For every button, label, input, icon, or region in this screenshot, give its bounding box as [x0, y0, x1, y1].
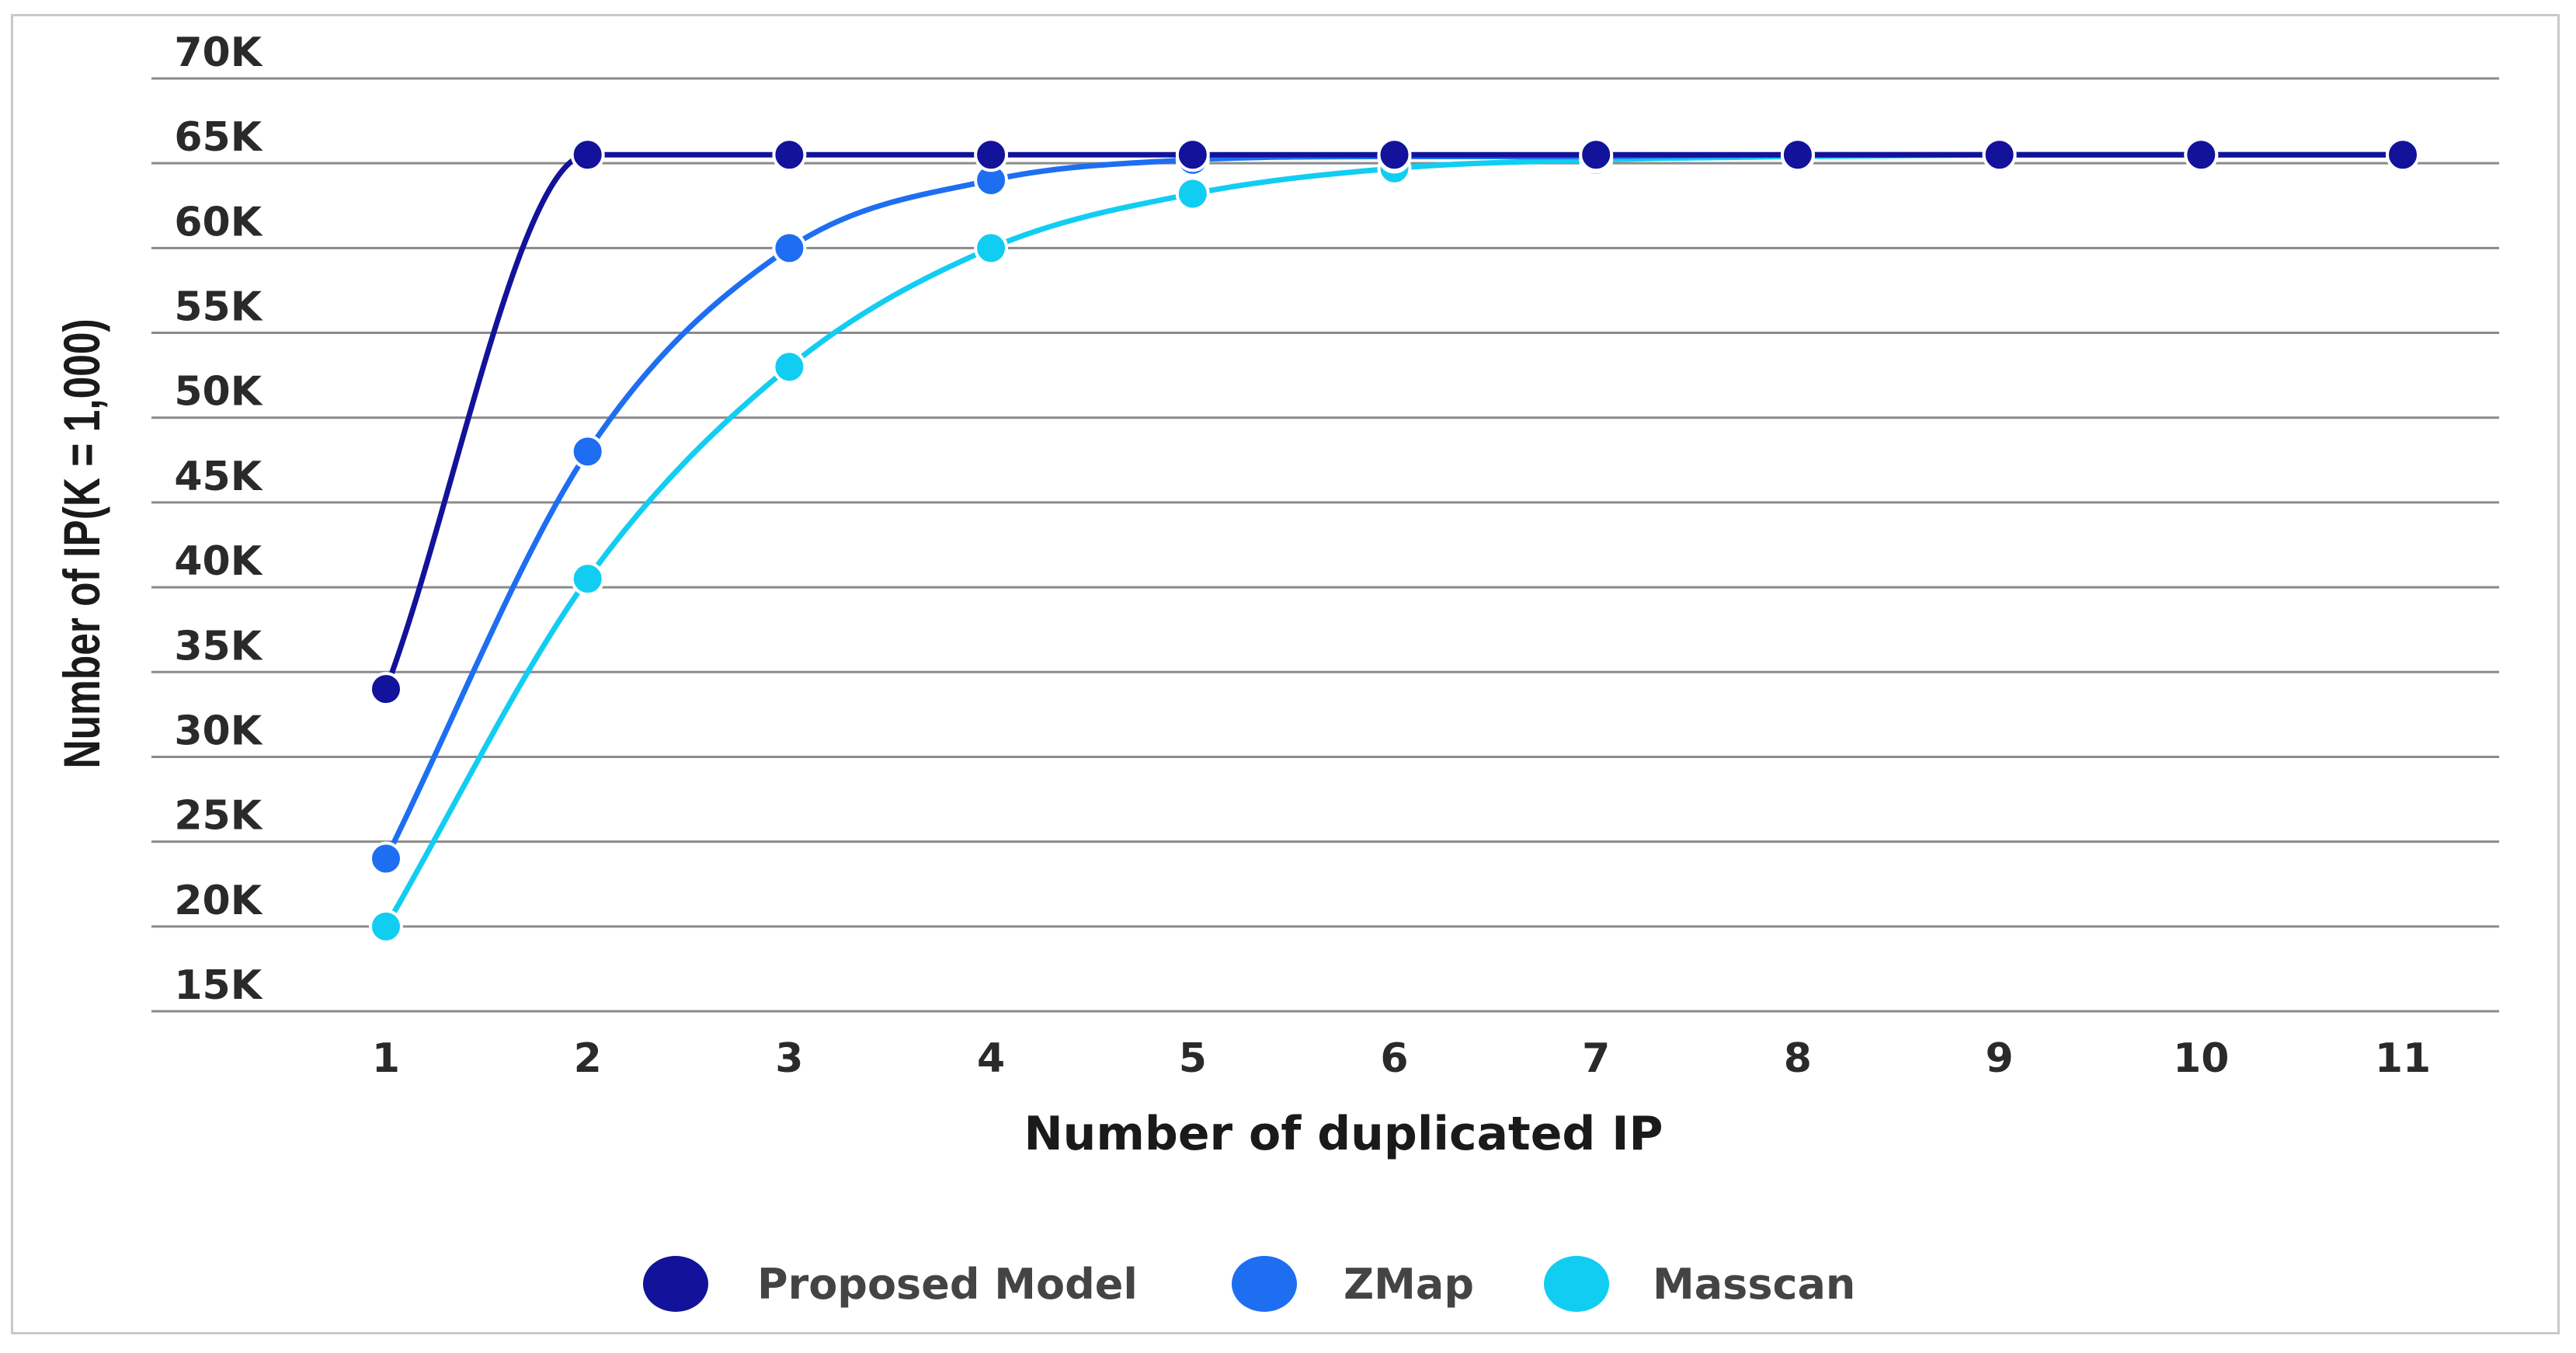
data-point-proposed-model [974, 137, 1009, 172]
data-point-zmap [570, 434, 605, 469]
x-tick-label: 11 [2375, 1035, 2431, 1082]
series-points [369, 137, 2420, 944]
x-axis-ticks: 1 2 3 4 5 6 7 8 9 10 11 [372, 1035, 2431, 1082]
data-point-proposed-model [1982, 137, 2017, 172]
legend-marker [1544, 1256, 1609, 1312]
data-point-masscan [974, 231, 1009, 266]
x-tick-label: 2 [574, 1035, 602, 1082]
data-point-masscan [772, 350, 807, 384]
legend-label: Proposed Model [757, 1260, 1138, 1309]
series-line-masscan [383, 151, 2403, 928]
x-tick-label: 9 [1986, 1035, 2014, 1082]
x-tick-label: 6 [1380, 1035, 1408, 1082]
series-lines [383, 151, 2403, 928]
y-tick-label: 25K [174, 793, 262, 840]
data-point-zmap [369, 841, 403, 876]
legend-label: ZMap [1344, 1260, 1474, 1309]
chart-frame [11, 14, 2560, 1334]
y-tick-label: 30K [174, 708, 262, 754]
data-point-proposed-model [2184, 137, 2219, 172]
x-tick-label: 3 [775, 1035, 803, 1082]
legend: Proposed Model ZMap Masscan [643, 1256, 1855, 1312]
x-tick-label: 4 [977, 1035, 1005, 1082]
legend-marker [1232, 1256, 1297, 1312]
series-line-proposed-model [383, 151, 2403, 690]
data-point-zmap [772, 231, 807, 266]
x-tick-label: 10 [2173, 1035, 2229, 1082]
y-tick-label: 40K [174, 538, 262, 585]
y-tick-label: 50K [174, 369, 262, 416]
data-point-proposed-model [1377, 137, 1412, 172]
x-tick-label: 5 [1179, 1035, 1207, 1082]
x-axis-label: Number of duplicated IP [1024, 1107, 1663, 1161]
x-tick-label: 8 [1784, 1035, 1812, 1082]
data-point-proposed-model [369, 672, 403, 707]
series-line-zmap [383, 151, 2403, 861]
data-point-masscan [570, 562, 605, 597]
x-tick-label: 1 [372, 1035, 400, 1082]
legend-marker [643, 1256, 708, 1312]
legend-label: Masscan [1653, 1260, 1855, 1309]
data-point-proposed-model [2386, 137, 2420, 172]
y-tick-label: 35K [174, 623, 262, 670]
y-tick-label: 60K [174, 199, 262, 245]
data-point-proposed-model [1579, 137, 1614, 172]
y-tick-label: 15K [174, 962, 262, 1009]
data-point-masscan [369, 909, 403, 944]
data-point-proposed-model [570, 137, 605, 172]
y-tick-label: 55K [174, 284, 262, 331]
data-point-proposed-model [772, 137, 807, 172]
gridlines [151, 77, 2499, 1013]
x-tick-label: 7 [1582, 1035, 1610, 1082]
y-axis-ticks: 15K 20K 25K 30K 35K 40K 45K 50K 55K 60K 65K 70K [174, 30, 262, 1009]
data-point-masscan [1175, 176, 1210, 211]
data-point-proposed-model [1780, 137, 1815, 172]
y-tick-label: 65K [174, 114, 262, 161]
y-tick-label: 20K [174, 878, 262, 924]
data-point-proposed-model [1175, 137, 1210, 172]
y-axis-label: Number of IP(K = 1,000) [53, 318, 111, 768]
y-tick-label: 70K [174, 30, 262, 76]
y-tick-label: 45K [174, 454, 262, 500]
